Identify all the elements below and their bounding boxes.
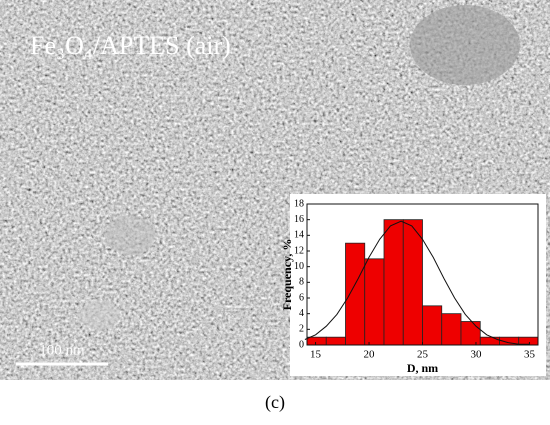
y-tick-label: 2 — [299, 324, 304, 335]
bar — [364, 258, 385, 346]
bar — [460, 321, 481, 346]
x-tick-label: 15 — [310, 349, 322, 361]
y-tick-label: 12 — [294, 245, 304, 256]
y-tick-label: 6 — [299, 292, 304, 303]
y-axis-label: Frequency, % — [280, 239, 294, 311]
y-tick-label: 14 — [294, 230, 304, 241]
scale-bar-label: 100 nm — [39, 342, 85, 358]
x-tick-label: 35 — [524, 349, 536, 361]
x-axis-label: D, nm — [407, 361, 438, 375]
x-tick-label: 30 — [470, 349, 482, 361]
y-tick-label: 4 — [299, 308, 304, 319]
particle-cluster — [410, 5, 520, 85]
y-tick-label: 18 — [294, 198, 304, 209]
x-tick-label: 20 — [364, 349, 376, 361]
bar — [479, 336, 500, 346]
bar — [422, 305, 443, 346]
caption: (c) — [265, 392, 285, 413]
bar — [441, 313, 462, 346]
y-tick-label: 0 — [299, 339, 304, 350]
bar — [325, 336, 346, 346]
bar — [402, 219, 423, 346]
y-tick-label: 8 — [299, 277, 304, 288]
image-label: Fe₃O₄/APTES (air) — [30, 31, 231, 60]
particle-cluster — [105, 215, 155, 255]
bar — [306, 336, 327, 346]
x-tick-label: 25 — [417, 349, 429, 361]
bar — [345, 242, 366, 346]
bar — [383, 219, 404, 346]
y-tick-label: 16 — [294, 214, 304, 225]
y-tick-label: 10 — [294, 261, 304, 272]
fit-curve — [304, 220, 530, 345]
particle-cluster — [80, 300, 120, 330]
sem-image — [0, 0, 550, 380]
